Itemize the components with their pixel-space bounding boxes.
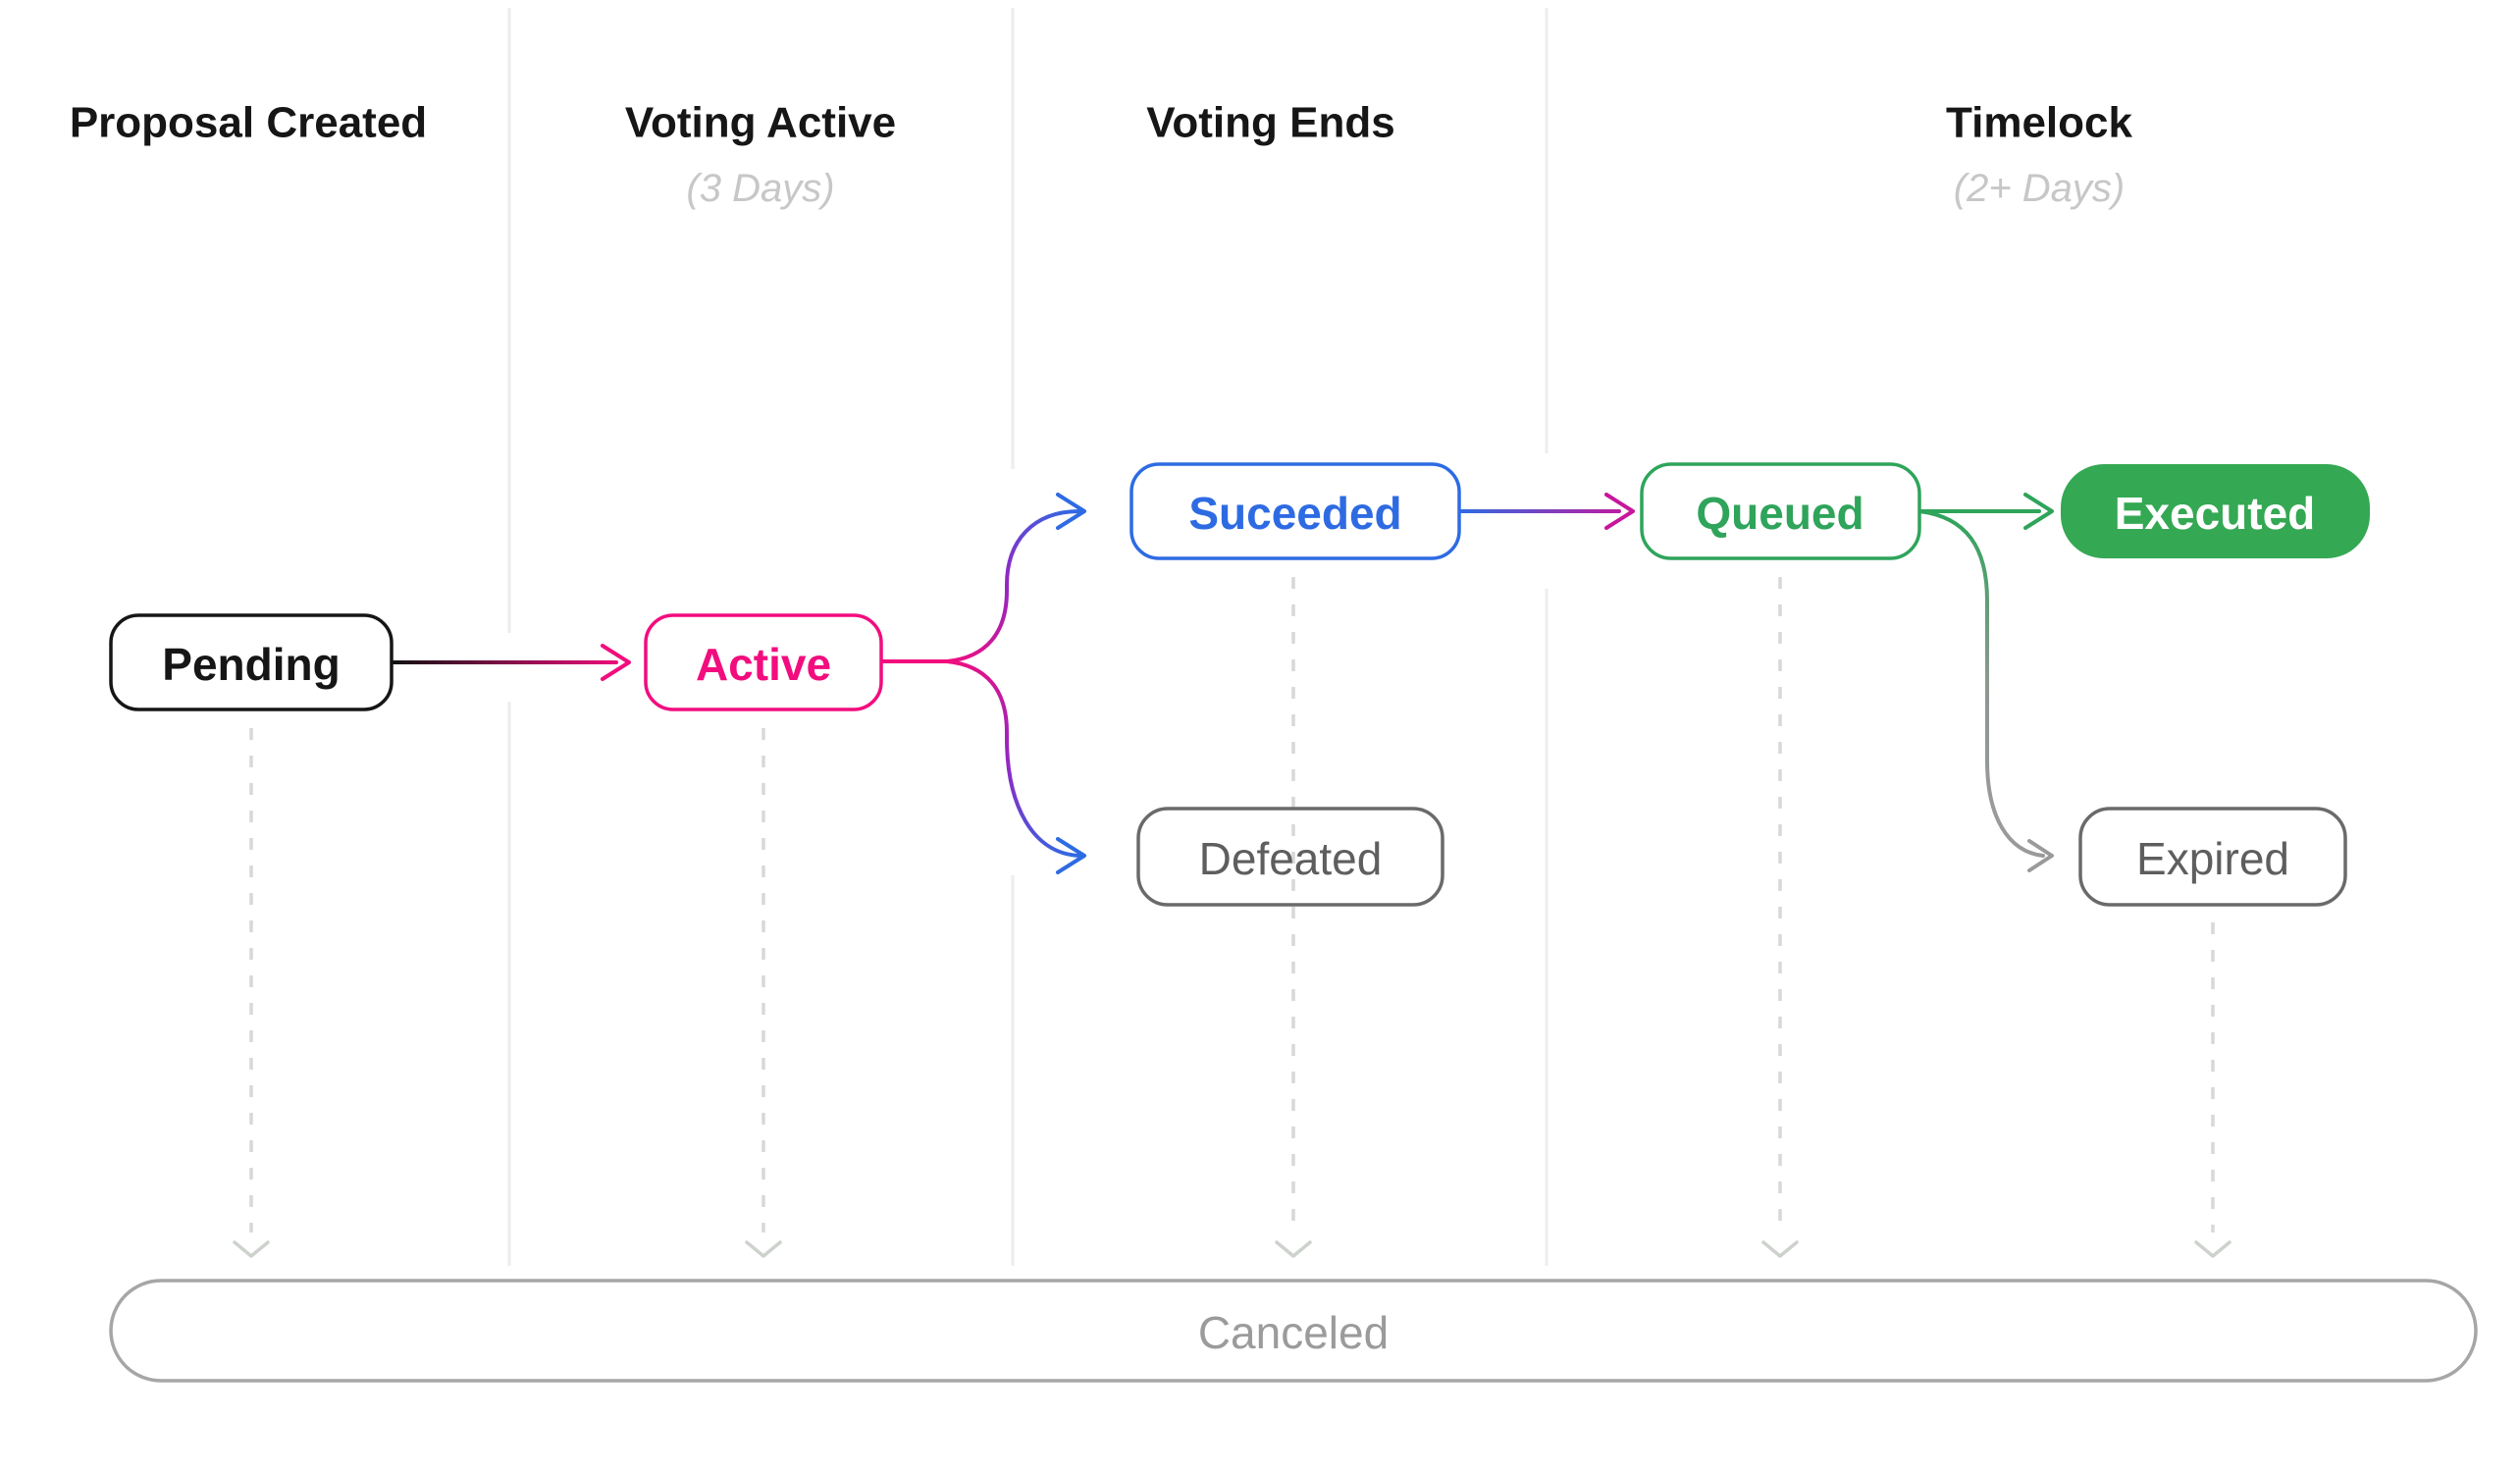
node-pending: Pending: [109, 613, 394, 711]
edge-pending-active: [390, 644, 631, 681]
node-succeeded-label: Suceeded: [1188, 488, 1401, 539]
node-executed: Executed: [2061, 464, 2370, 558]
chevron-down-icon: [745, 1240, 782, 1258]
node-canceled: Canceled: [109, 1279, 2478, 1383]
arrowhead-icon: [1604, 493, 1635, 530]
arrowhead-icon: [601, 644, 631, 681]
node-canceled-box: [109, 1279, 2478, 1383]
dashed-drop-lines: [233, 577, 2231, 1258]
arrowhead-icon: [2023, 493, 2054, 530]
chevron-down-icon: [233, 1240, 270, 1258]
column-header-timelock: Timelock: [1946, 99, 2132, 147]
node-expired: Expired: [2078, 807, 2347, 907]
node-succeeded-box: [1129, 462, 1461, 560]
edge-active-defeated: [879, 659, 1086, 874]
chevron-down-icon: [1275, 1240, 1312, 1258]
edge-active-succeeded: [879, 493, 1086, 663]
node-queued-box: [1640, 462, 1921, 560]
node-pending-box: [109, 613, 394, 711]
edge-line: [879, 509, 1081, 663]
edge-queued-expired: [1917, 509, 2054, 872]
node-active: Active: [644, 613, 883, 711]
arrowhead-icon: [2027, 839, 2054, 872]
column-subheader-timelock: (2+ Days): [1954, 167, 2126, 210]
arrowhead-icon: [1056, 837, 1086, 874]
edge-line: [879, 659, 1081, 858]
column-header-voting-ends: Voting Ends: [1146, 99, 1394, 147]
state-nodes: Pending Active Suceeded Defeated Queued …: [109, 462, 2478, 1383]
node-queued: Queued: [1640, 462, 1921, 560]
chevron-down-icon: [1761, 1240, 1799, 1258]
column-subheader-voting-active: (3 Days): [686, 167, 834, 210]
node-canceled-label: Canceled: [1198, 1307, 1389, 1358]
column-header-voting-active: Voting Active: [625, 99, 896, 147]
edge-queued-executed: [1917, 493, 2054, 530]
node-active-box: [644, 613, 883, 711]
node-defeated: Defeated: [1136, 807, 1444, 907]
node-defeated-box: [1136, 807, 1444, 907]
edge-succeeded-queued: [1457, 493, 1635, 530]
node-active-label: Active: [696, 639, 831, 690]
node-expired-box: [2078, 807, 2347, 907]
column-headers: Proposal Created Voting Active (3 Days) …: [70, 99, 2133, 211]
node-executed-label: Executed: [2115, 488, 2316, 539]
arrowhead-icon: [1056, 493, 1086, 530]
node-queued-label: Queued: [1696, 488, 1864, 539]
node-succeeded: Suceeded: [1129, 462, 1461, 560]
edges: [390, 493, 2054, 874]
node-expired-label: Expired: [2136, 833, 2289, 884]
chevron-down-icon: [2194, 1240, 2231, 1258]
node-pending-label: Pending: [162, 639, 340, 690]
column-separators: [507, 8, 1549, 1266]
node-defeated-label: Defeated: [1199, 833, 1383, 884]
edge-line: [1917, 509, 2045, 858]
column-header-proposal-created: Proposal Created: [70, 99, 427, 147]
node-executed-box: [2061, 464, 2370, 558]
